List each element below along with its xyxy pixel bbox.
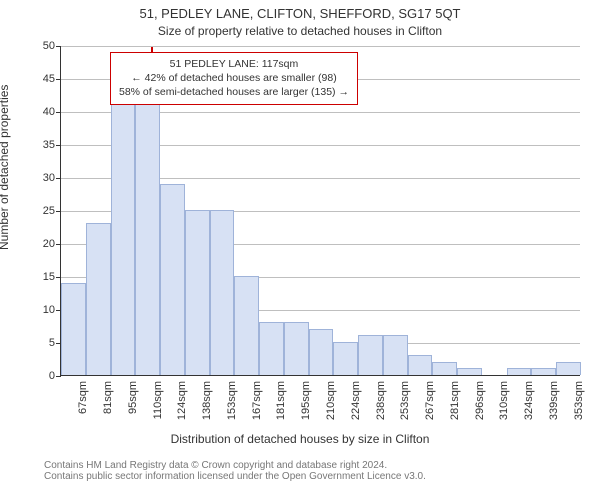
chart-subtitle: Size of property relative to detached ho…	[0, 24, 600, 38]
histogram-bar	[309, 329, 334, 375]
annotation-line-1: 51 PEDLEY LANE: 117sqm	[119, 57, 349, 71]
x-tick-label: 339sqm	[548, 381, 560, 420]
y-tick-label: 20	[43, 238, 55, 250]
x-tick-label: 253sqm	[399, 381, 411, 420]
footer-line-2: Contains public sector information licen…	[0, 471, 600, 482]
histogram-bar	[507, 368, 532, 375]
y-tick-label: 45	[43, 73, 55, 85]
y-tick-mark	[56, 79, 61, 80]
y-tick-mark	[56, 211, 61, 212]
y-tick-label: 40	[43, 106, 55, 118]
footer-line-1: Contains HM Land Registry data © Crown c…	[0, 460, 600, 471]
histogram-bar	[284, 322, 309, 375]
x-tick-label: 138sqm	[201, 381, 213, 420]
x-tick-label: 310sqm	[498, 381, 510, 420]
histogram-bar	[234, 276, 259, 375]
y-tick-mark	[56, 112, 61, 113]
x-tick-label: 267sqm	[424, 381, 436, 420]
histogram-bar	[259, 322, 284, 375]
chart-title: 51, PEDLEY LANE, CLIFTON, SHEFFORD, SG17…	[0, 6, 600, 21]
annotation-line-3: 58% of semi-detached houses are larger (…	[119, 85, 349, 99]
y-tick-mark	[56, 178, 61, 179]
x-tick-label: 281sqm	[449, 381, 461, 420]
x-tick-label: 110sqm	[152, 381, 164, 419]
x-tick-label: 210sqm	[325, 381, 337, 420]
histogram-bar	[432, 362, 457, 375]
histogram-bar	[383, 335, 408, 375]
histogram-bar	[160, 184, 185, 375]
histogram-bar	[531, 368, 556, 375]
x-tick-label: 153sqm	[226, 381, 238, 420]
histogram-bar	[61, 283, 86, 375]
histogram-bar	[185, 210, 210, 375]
y-tick-mark	[56, 376, 61, 377]
grid-line	[61, 46, 580, 47]
x-tick-label: 81sqm	[102, 381, 114, 414]
histogram-bar	[135, 104, 160, 375]
y-tick-label: 15	[43, 271, 55, 283]
y-tick-mark	[56, 145, 61, 146]
histogram-bar	[111, 98, 136, 375]
x-tick-label: 296sqm	[474, 381, 486, 420]
x-tick-label: 195sqm	[300, 381, 312, 420]
histogram-bar	[556, 362, 581, 375]
x-tick-label: 181sqm	[275, 381, 287, 420]
x-tick-label: 95sqm	[127, 381, 139, 414]
y-tick-label: 35	[43, 139, 55, 151]
histogram-bar	[408, 355, 433, 375]
annotation-line-2: ← 42% of detached houses are smaller (98…	[119, 71, 349, 85]
y-tick-label: 0	[49, 370, 55, 382]
chart-container: 51, PEDLEY LANE, CLIFTON, SHEFFORD, SG17…	[0, 0, 600, 500]
x-tick-label: 324sqm	[523, 381, 535, 420]
histogram-bar	[457, 368, 482, 375]
histogram-bar	[358, 335, 383, 375]
x-tick-label: 353sqm	[573, 381, 585, 420]
y-tick-label: 30	[43, 172, 55, 184]
footer-attribution: Contains HM Land Registry data © Crown c…	[0, 460, 600, 482]
y-tick-label: 5	[49, 337, 55, 349]
x-tick-label: 167sqm	[251, 381, 263, 420]
y-axis-label: Number of detached properties	[0, 85, 11, 250]
y-tick-label: 25	[43, 205, 55, 217]
histogram-bar	[210, 210, 235, 375]
x-axis-label: Distribution of detached houses by size …	[0, 432, 600, 446]
histogram-bar	[333, 342, 358, 375]
y-tick-mark	[56, 46, 61, 47]
x-tick-label: 124sqm	[176, 381, 188, 420]
x-tick-label: 238sqm	[375, 381, 387, 420]
y-tick-mark	[56, 244, 61, 245]
histogram-bar	[86, 223, 111, 375]
y-tick-mark	[56, 277, 61, 278]
y-tick-label: 10	[43, 304, 55, 316]
x-tick-label: 67sqm	[77, 381, 89, 414]
annotation-box: 51 PEDLEY LANE: 117sqm ← 42% of detached…	[110, 52, 358, 105]
x-tick-label: 224sqm	[350, 381, 362, 420]
y-tick-label: 50	[43, 40, 55, 52]
